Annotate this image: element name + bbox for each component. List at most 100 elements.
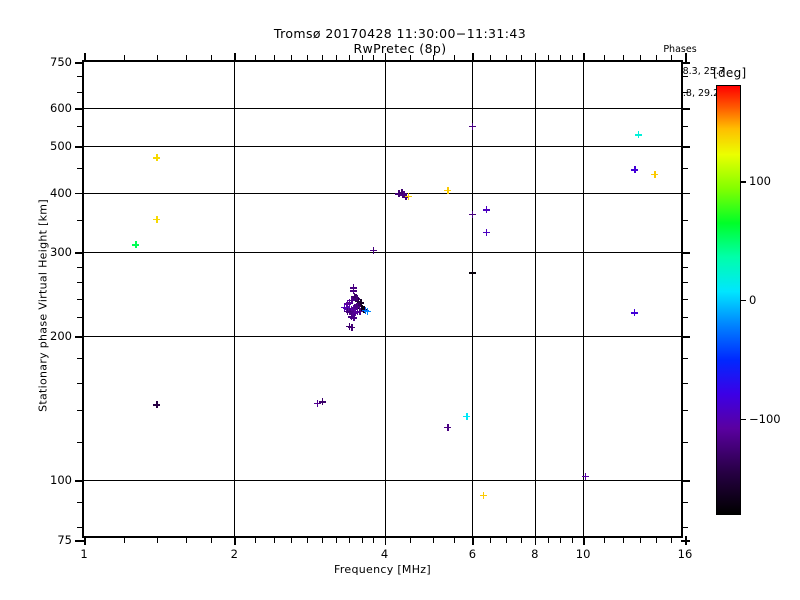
tick-mark	[123, 536, 125, 543]
tick-mark	[77, 91, 84, 93]
colorbar-tick	[740, 418, 746, 421]
scatter-point	[651, 170, 658, 178]
scatter-point	[353, 295, 361, 302]
scatter-point	[482, 228, 490, 236]
tick-mark	[534, 536, 537, 545]
tick-mark	[489, 55, 491, 62]
tick-mark	[489, 536, 491, 543]
scatter-point	[358, 304, 366, 312]
scatter-point	[630, 309, 638, 317]
tick-mark	[75, 146, 84, 148]
scatter-point	[363, 307, 371, 315]
scatter-point	[153, 401, 161, 409]
tick-mark	[75, 336, 84, 338]
scatter-point	[349, 304, 357, 312]
tick-mark	[671, 55, 672, 62]
tick-mark	[77, 168, 84, 169]
tick-mark	[156, 55, 158, 62]
tick-mark	[432, 536, 434, 543]
colorbar-tick-label: 100	[749, 174, 771, 189]
scatter-point	[153, 154, 161, 162]
gridline-horizontal	[84, 192, 681, 194]
tick-mark	[373, 55, 375, 62]
tick-mark	[681, 526, 688, 528]
tick-mark	[505, 536, 507, 543]
gridline-horizontal	[84, 480, 681, 482]
scatter-point	[318, 398, 326, 406]
tick-mark	[77, 126, 84, 128]
colorbar-title: [deg]	[713, 66, 747, 80]
x-axis-tick-label: 10	[575, 547, 591, 561]
scatter-point	[353, 308, 361, 316]
tick-mark	[75, 62, 84, 64]
tick-mark	[681, 298, 688, 300]
tick-mark	[640, 536, 641, 543]
tick-mark	[234, 536, 236, 545]
tick-mark	[77, 410, 84, 412]
scatter-point	[479, 491, 487, 499]
tick-mark	[547, 536, 549, 543]
tick-mark	[185, 536, 187, 543]
tick-mark	[349, 536, 351, 543]
x-axis-tick-label: 1	[80, 547, 88, 561]
scatter-point	[482, 206, 490, 214]
tick-mark	[681, 281, 688, 283]
scatter-point	[153, 215, 161, 223]
tick-mark	[75, 192, 84, 195]
tick-mark	[547, 55, 549, 62]
scatter-point	[360, 305, 367, 313]
scatter-point	[340, 303, 348, 311]
tick-mark	[681, 480, 690, 482]
tick-mark	[84, 53, 86, 62]
scatter-point	[400, 191, 408, 199]
scatter-point	[351, 303, 359, 311]
tick-mark	[520, 536, 522, 543]
x-axis-tick-label: 8	[531, 547, 539, 561]
tick-mark	[560, 55, 562, 62]
tick-mark	[361, 536, 363, 543]
y-axis-tick-label: 600	[50, 101, 72, 116]
tick-mark	[384, 53, 387, 62]
tick-mark	[640, 55, 641, 62]
tick-mark	[77, 316, 84, 318]
tick-mark	[520, 55, 522, 62]
tick-mark	[681, 502, 688, 504]
scatter-point	[348, 296, 356, 304]
gridline-vertical	[534, 62, 536, 536]
scatter-point	[352, 294, 360, 302]
tick-mark	[681, 358, 688, 360]
tick-mark	[681, 410, 688, 412]
tick-mark	[681, 62, 690, 64]
scatter-point	[313, 399, 321, 407]
colorbar-tick	[740, 300, 746, 302]
tick-mark	[291, 55, 293, 62]
y-axis-tick-label: 200	[50, 329, 72, 344]
scatter-point	[347, 313, 355, 321]
tick-mark	[254, 536, 256, 543]
tick-mark	[681, 192, 690, 195]
tick-mark	[77, 526, 84, 528]
scatter-point	[349, 287, 357, 295]
colorbar-gradient	[717, 86, 740, 514]
tick-mark	[681, 91, 688, 93]
tick-mark	[77, 76, 84, 78]
gridline-horizontal	[84, 146, 681, 148]
scatter-point	[343, 307, 351, 315]
scatter-point	[581, 472, 589, 480]
tick-mark	[681, 266, 688, 268]
tick-mark	[211, 536, 213, 543]
scatter-point	[361, 306, 369, 314]
tick-mark	[656, 55, 658, 62]
y-axis-tick-label: 500	[50, 139, 72, 154]
tick-mark	[583, 53, 585, 62]
tick-mark	[336, 55, 338, 62]
tick-mark	[472, 53, 474, 62]
tick-mark	[322, 536, 324, 543]
colorbar-tick-label: −100	[749, 411, 781, 426]
tick-mark	[254, 55, 256, 62]
tick-mark	[75, 108, 84, 110]
tick-mark	[681, 108, 690, 110]
tick-mark	[560, 536, 562, 543]
tick-mark	[77, 298, 84, 300]
